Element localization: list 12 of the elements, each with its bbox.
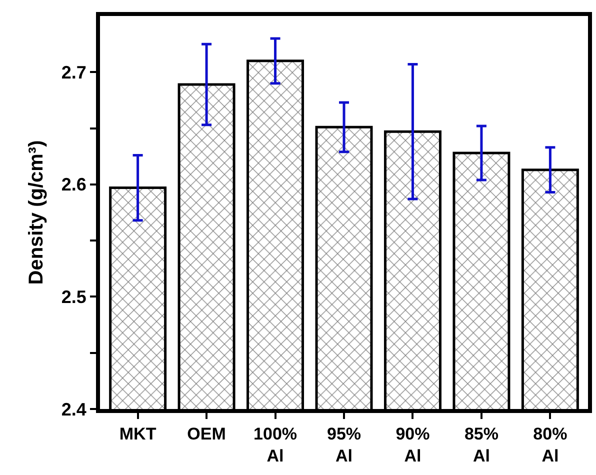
x-tick-label: MKT [119,424,157,444]
y-tick-label: 2.6 [61,174,86,195]
x-tick-label: 100% Al [254,424,298,466]
x-tick-label: OEM [187,424,226,444]
y-tick-label: 2.4 [61,399,86,420]
y-tick-label: 2.7 [61,62,86,82]
y-axis-title: Density (g/cm³) [25,140,48,285]
x-tick-label: 80% Al [533,424,568,466]
x-tick-label: 90% Al [396,424,430,466]
x-tick-label: 85% Al [464,424,498,466]
y-tick-label: 2.5 [61,287,86,308]
x-tick-label: 95% Al [326,424,362,466]
